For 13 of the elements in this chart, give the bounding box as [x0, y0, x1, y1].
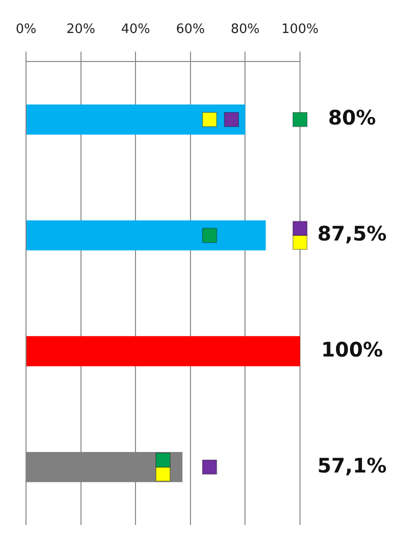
- data-label: 80%: [328, 106, 376, 130]
- x-tick-label: 40%: [121, 22, 150, 38]
- bar: [26, 336, 300, 366]
- x-tick-label: 0%: [16, 22, 36, 38]
- x-tick-label: 60%: [176, 22, 205, 38]
- data-label: 57,1%: [317, 453, 387, 478]
- bar: [26, 220, 266, 250]
- data-label: 100%: [321, 337, 383, 362]
- x-tick-label: 80%: [230, 22, 260, 38]
- bar: [26, 104, 246, 135]
- x-tick-label: 100%: [281, 22, 319, 38]
- data-label: 87,5%: [317, 222, 387, 246]
- x-tick-label: 20%: [66, 22, 96, 38]
